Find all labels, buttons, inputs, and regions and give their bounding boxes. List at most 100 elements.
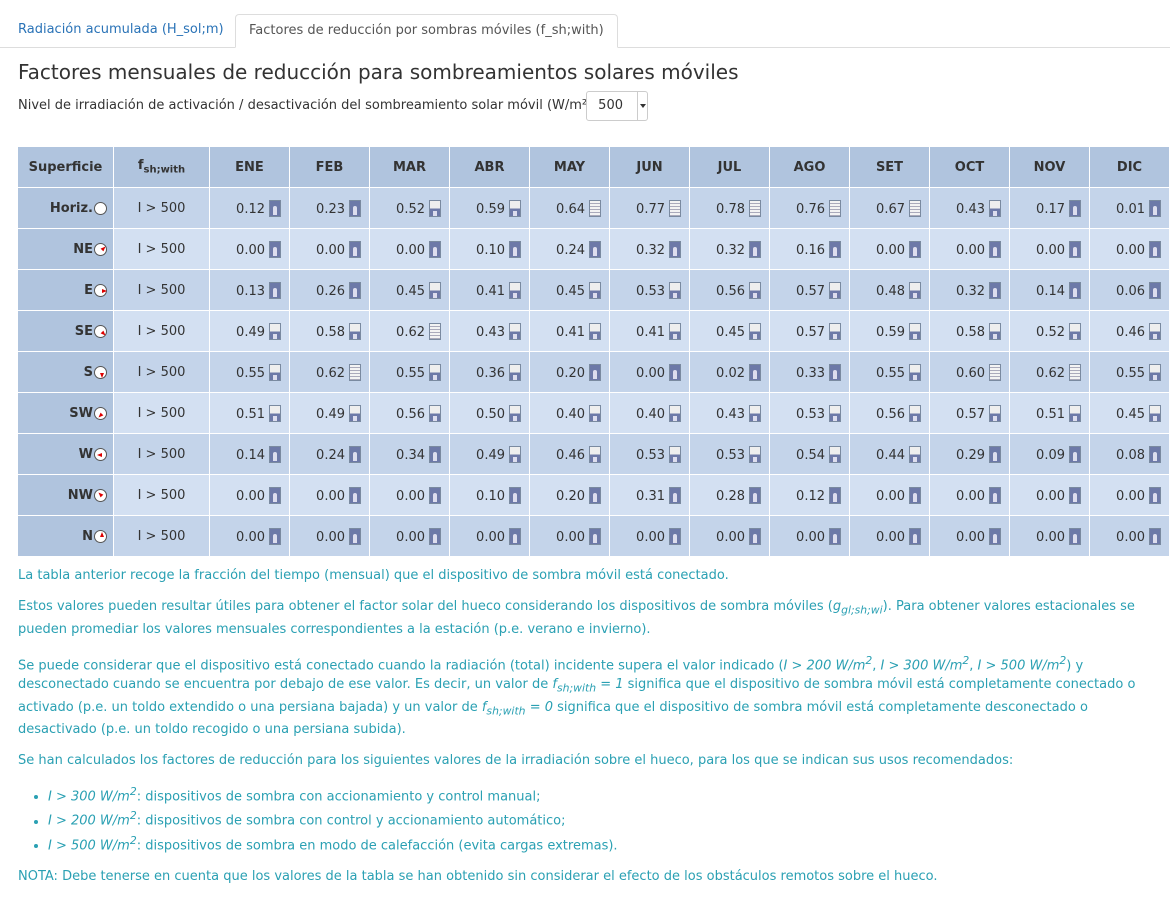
shade-open-icon xyxy=(589,527,601,545)
factor-cell: 0.00 xyxy=(209,474,290,516)
factor-value: 0.00 xyxy=(956,529,985,545)
table-row: SW I > 500 0.51 0.49 0.56 0.50 0.40 0.40 0.43 0.5… xyxy=(17,392,1170,434)
shade-closed-icon xyxy=(1069,363,1081,381)
surface-label: NE xyxy=(73,241,93,257)
shade-closed-icon xyxy=(349,363,361,381)
header-month: OCT xyxy=(929,146,1010,188)
shade-open-icon xyxy=(1069,199,1081,217)
note-expr: f xyxy=(481,699,487,715)
shade-half-icon xyxy=(829,404,841,422)
shade-half-icon xyxy=(509,363,521,381)
note-sub: sh;with xyxy=(486,704,526,718)
factor-value: 0.41 xyxy=(476,283,505,299)
orientation-needle-icon xyxy=(100,330,107,337)
factor-value: 0.00 xyxy=(1116,488,1145,504)
surface-label: SE xyxy=(74,323,93,339)
page-title: Factores mensuales de reducción para som… xyxy=(18,60,739,84)
header-month: JUN xyxy=(609,146,690,188)
orientation-compass-icon xyxy=(94,324,107,338)
orientation-compass-icon xyxy=(94,406,107,420)
factor-cell: 0.59 xyxy=(449,187,530,229)
surface-cell: NW xyxy=(17,474,114,516)
table-row: E I > 500 0.13 0.26 0.45 0.41 0.45 0.53 0.56 0.57… xyxy=(17,269,1170,311)
factor-cell: 0.00 xyxy=(1009,228,1090,270)
factor-cell: 0.41 xyxy=(609,310,690,352)
shade-open-icon xyxy=(989,486,1001,504)
tab-factores-reduccion[interactable]: Factores de reducción por sombras móvile… xyxy=(235,14,618,48)
shade-half-icon xyxy=(269,404,281,422)
note-paragraph-1: La tabla anterior recoge la fracción del… xyxy=(18,568,729,583)
orientation-compass-icon xyxy=(94,488,107,502)
shade-half-icon xyxy=(669,445,681,463)
factor-value: 0.00 xyxy=(876,488,905,504)
factor-value: 0.54 xyxy=(796,447,825,463)
factor-cell: 0.49 xyxy=(209,310,290,352)
tab-bar: Radiación acumulada (H_sol;m) Factores d… xyxy=(0,0,1170,48)
factor-value: 0.12 xyxy=(796,488,825,504)
shade-half-icon xyxy=(509,199,521,217)
shade-open-icon xyxy=(349,445,361,463)
factor-cell: 0.00 xyxy=(1009,515,1090,557)
factor-value: 0.00 xyxy=(876,529,905,545)
factor-value: 0.53 xyxy=(796,406,825,422)
condition-cell: I > 500 xyxy=(113,269,210,311)
factor-cell: 0.00 xyxy=(609,515,690,557)
note-paragraph-5: NOTA: Debe tenerse en cuenta que los val… xyxy=(18,869,938,885)
factor-cell: 0.52 xyxy=(369,187,450,229)
condition-cell: I > 500 xyxy=(113,392,210,434)
surface-label: SW xyxy=(69,405,93,421)
factor-value: 0.45 xyxy=(1116,406,1145,422)
header-month: NOV xyxy=(1009,146,1090,188)
shade-open-icon xyxy=(349,527,361,545)
factor-cell: 0.29 xyxy=(929,433,1010,475)
note-expr: I > 200 W/m xyxy=(783,657,866,673)
factor-value: 0.43 xyxy=(716,406,745,422)
factor-cell: 0.56 xyxy=(689,269,770,311)
factor-cell: 0.76 xyxy=(769,187,850,229)
note-expr: I > 500 W/m xyxy=(48,838,130,854)
factor-value: 0.00 xyxy=(236,529,265,545)
factor-cell: 0.16 xyxy=(769,228,850,270)
surface-label: E xyxy=(84,282,93,298)
factor-value: 0.64 xyxy=(556,201,585,217)
orientation-needle-icon xyxy=(97,452,102,457)
factor-value: 0.00 xyxy=(636,529,665,545)
shade-open-icon xyxy=(269,281,281,299)
factor-value: 0.62 xyxy=(316,365,345,381)
factor-cell: 0.53 xyxy=(689,433,770,475)
factor-cell: 0.44 xyxy=(849,433,930,475)
factor-cell: 0.55 xyxy=(1089,351,1170,393)
factor-value: 0.23 xyxy=(316,201,345,217)
factor-value: 0.00 xyxy=(1036,488,1065,504)
shade-half-icon xyxy=(1149,322,1161,340)
factor-cell: 0.00 xyxy=(1089,515,1170,557)
factor-cell: 0.41 xyxy=(529,310,610,352)
orientation-needle-icon xyxy=(100,372,104,378)
condition-cell: I > 500 xyxy=(113,228,210,270)
header-month: DIC xyxy=(1089,146,1170,188)
factor-value: 0.43 xyxy=(476,324,505,340)
shade-open-icon xyxy=(589,240,601,258)
factor-cell: 0.53 xyxy=(609,269,690,311)
factor-value: 0.00 xyxy=(796,529,825,545)
tab-radiacion-acumulada[interactable]: Radiación acumulada (H_sol;m) xyxy=(18,22,224,37)
shade-half-icon xyxy=(669,404,681,422)
factor-value: 0.36 xyxy=(476,365,505,381)
factor-cell: 0.02 xyxy=(689,351,770,393)
chevron-down-icon[interactable] xyxy=(637,92,648,120)
shade-open-icon xyxy=(989,281,1001,299)
shade-open-icon xyxy=(1149,527,1161,545)
factor-cell: 0.00 xyxy=(849,228,930,270)
header-month: ABR xyxy=(449,146,530,188)
shade-half-icon xyxy=(349,404,361,422)
table-row: SE I > 500 0.49 0.58 0.62 0.43 0.41 0.41 0.45 0.5… xyxy=(17,310,1170,352)
factor-cell: 0.78 xyxy=(689,187,770,229)
condition-cell: I > 500 xyxy=(113,351,210,393)
note-sup: 2 xyxy=(129,785,137,799)
factor-cell: 0.55 xyxy=(369,351,450,393)
header-month: ENE xyxy=(209,146,290,188)
note-expr: f xyxy=(552,676,557,692)
factor-cell: 0.00 xyxy=(849,474,930,516)
shade-half-icon xyxy=(829,445,841,463)
usage-list: I > 300 W/m2: dispositivos de sombra con… xyxy=(18,782,1158,855)
